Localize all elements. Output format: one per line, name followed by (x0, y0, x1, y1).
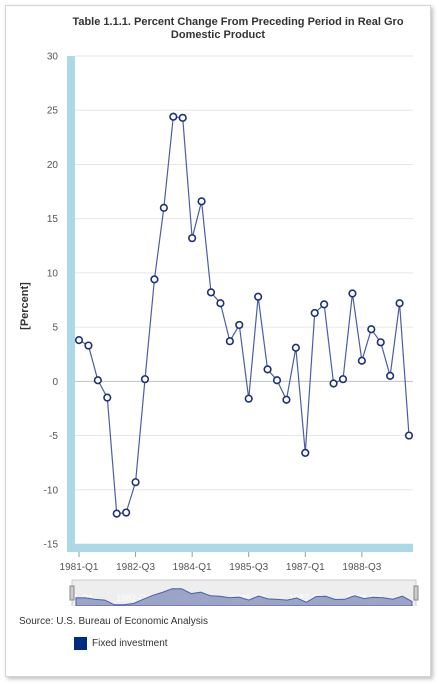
data-point[interactable] (376, 338, 385, 347)
data-point[interactable] (329, 379, 338, 388)
y-tick-label: 30 (47, 52, 59, 63)
legend-label: Fixed investment (92, 638, 168, 649)
y-tick-label: 15 (47, 214, 59, 225)
data-point[interactable] (188, 234, 197, 243)
legend[interactable]: Fixed investment (74, 637, 168, 650)
x-axis-band (67, 544, 413, 552)
chart-title-block: Table 1.1.1. Percent Change From Precedi… (6, 16, 430, 42)
navigator-label: 1987-Q1 (289, 593, 324, 603)
data-point[interactable] (254, 292, 263, 301)
navigator-handle-left[interactable] (69, 585, 75, 601)
series-fixed-investment[interactable] (74, 112, 414, 518)
series-line (78, 116, 410, 515)
y-tick-label: -10 (44, 485, 59, 496)
y-tick-label: 0 (52, 377, 58, 388)
y-tick-label: -15 (44, 540, 59, 551)
data-point[interactable] (282, 395, 291, 404)
data-point[interactable] (301, 448, 310, 458)
data-point[interactable] (93, 376, 102, 385)
navigator-label: 1982-Q3 (116, 593, 151, 603)
data-point[interactable] (206, 288, 216, 297)
x-tick-label: 1984-Q1 (173, 562, 212, 573)
legend-swatch (74, 637, 87, 650)
chart-frame: Table 1.1.1. Percent Change From Precedi… (5, 5, 431, 677)
data-point[interactable] (272, 376, 282, 385)
data-point[interactable] (103, 393, 112, 402)
data-point[interactable] (122, 508, 131, 517)
x-tick-label: 1981-Q1 (60, 562, 99, 573)
navigator-handle-right[interactable] (413, 585, 419, 601)
chart-title: Table 1.1.1. Percent Change From Precedi… (72, 16, 404, 28)
data-point[interactable] (263, 365, 272, 374)
data-point[interactable] (348, 289, 357, 298)
x-tick-label: 1987-Q1 (286, 562, 325, 573)
y-tick-label: 20 (47, 160, 59, 171)
line-chart[interactable]: -15 -10 -5 0 5 10 15 20 25 30 1981-Q1 1982-Q3 1984-… (6, 6, 430, 606)
data-point[interactable] (169, 112, 178, 121)
x-tick-label: 1982-Q3 (116, 562, 155, 573)
data-point[interactable] (216, 299, 225, 308)
navigator-label: 1985-Q3 (231, 593, 266, 603)
chart-subtitle: Domestic Product (170, 29, 266, 41)
data-point[interactable] (320, 300, 329, 309)
data-point[interactable] (338, 375, 348, 384)
data-point[interactable] (291, 343, 300, 352)
y-tick-label: 5 (52, 323, 58, 334)
data-point[interactable] (367, 325, 376, 334)
data-point[interactable] (140, 375, 150, 384)
data-point[interactable] (357, 356, 366, 365)
data-point[interactable] (112, 509, 121, 518)
data-point[interactable] (197, 197, 206, 206)
y-tick-labels: -15 -10 -5 0 5 10 15 20 25 30 (44, 52, 59, 551)
grid-lines (75, 55, 413, 545)
source-note: Source: U.S. Bureau of Economic Analysis (19, 616, 208, 627)
data-point[interactable] (150, 275, 159, 284)
navigator-area (75, 588, 413, 606)
y-tick-label: -5 (49, 431, 58, 442)
x-tick-labels: 1981-Q1 1982-Q3 1984-Q1 1985-Q3 1987-Q1 1988-… (60, 552, 382, 573)
data-point[interactable] (178, 113, 187, 122)
y-axis-label: [Percent] (19, 282, 31, 330)
x-tick-label: 1988-Q3 (342, 562, 381, 573)
y-axis-band (67, 56, 75, 550)
y-tick-label: 10 (47, 268, 59, 279)
x-tick-label: 1985-Q3 (229, 562, 268, 573)
data-point[interactable] (74, 336, 84, 345)
data-point[interactable] (225, 337, 234, 346)
data-point[interactable] (404, 431, 414, 440)
data-point[interactable] (386, 371, 395, 381)
navigator-label: 1988-Q3 (346, 593, 381, 603)
data-point[interactable] (235, 320, 244, 330)
data-point[interactable] (395, 299, 404, 308)
data-point[interactable] (159, 203, 168, 212)
range-navigator[interactable]: 1981-Q11982-Q31984-Q11985-Q31987-Q11988-… (58, 579, 419, 606)
data-point[interactable] (244, 394, 253, 403)
data-point[interactable] (84, 341, 93, 350)
y-tick-label: 25 (47, 106, 59, 117)
data-point[interactable] (131, 478, 140, 487)
data-point[interactable] (310, 308, 319, 318)
